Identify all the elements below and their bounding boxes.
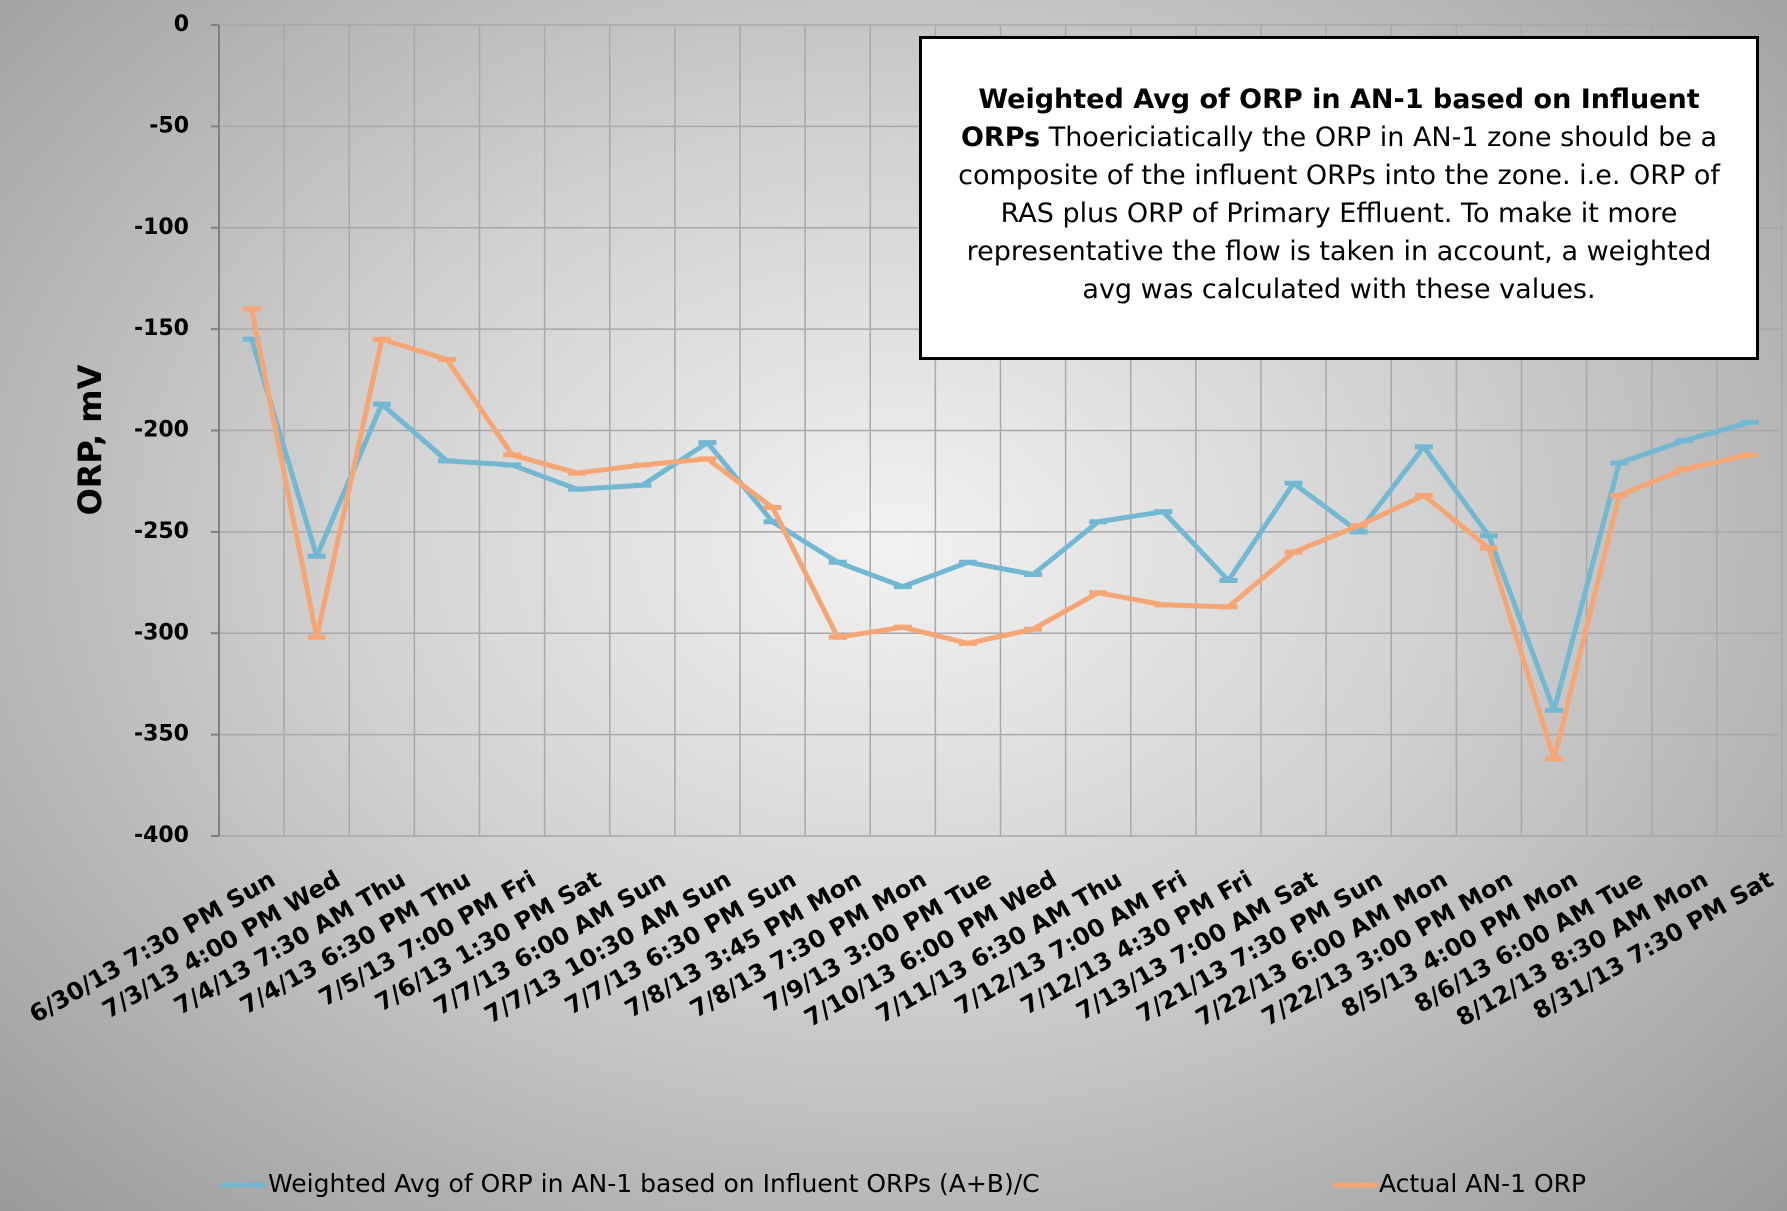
annotation-text: Thoericiatically the ORP in AN-1 zone sh… xyxy=(958,122,1720,305)
y-tick-label: -50 xyxy=(149,113,189,138)
series-line xyxy=(249,308,1750,762)
y-tick-label: -100 xyxy=(134,215,189,240)
y-tick-label: -350 xyxy=(134,722,189,747)
y-axis-label: ORP, mV xyxy=(71,364,109,515)
annotation-title: Weighted Avg of ORP in AN-1 based on Inf… xyxy=(960,84,1700,153)
y-tick-label: -200 xyxy=(134,418,189,443)
y-tick-label: -300 xyxy=(134,620,189,645)
y-tick-label: 0 xyxy=(174,12,189,37)
series-line xyxy=(249,338,1751,713)
y-tick-label: -400 xyxy=(134,823,189,848)
y-tick-label: -250 xyxy=(134,519,189,544)
y-tick-label: -150 xyxy=(134,316,189,341)
legend-label: Weighted Avg of ORP in AN-1 based on Inf… xyxy=(268,1169,1040,1198)
legend-label: Actual AN-1 ORP xyxy=(1379,1169,1586,1198)
annotation: Weighted Avg of ORP in AN-1 based on Inf… xyxy=(919,36,1759,360)
